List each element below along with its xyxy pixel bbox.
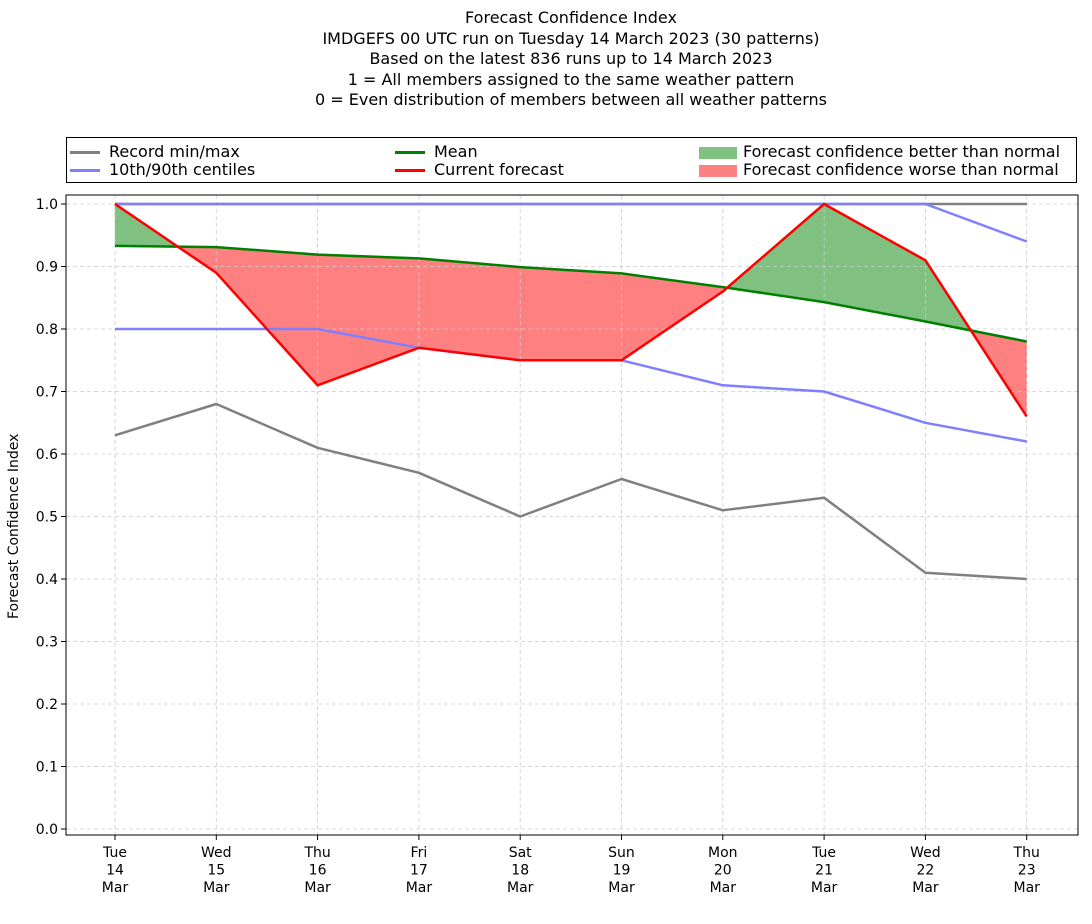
y-tick-label: 0.7 <box>36 385 58 401</box>
legend-swatch-current <box>395 169 425 172</box>
x-tick-label: Wed <box>910 845 941 861</box>
y-tick-label: 0.1 <box>36 760 58 776</box>
y-tick-label: 0.4 <box>36 572 58 588</box>
x-tick-label: Mar <box>608 880 635 896</box>
confidence-fill-segment <box>418 258 521 361</box>
legend-label-current: Current forecast <box>434 160 564 179</box>
y-axis-ticks: 0.0 0.1 0.2 0.3 0.4 0.5 0.6 0.7 0.8 0.9 1.0 <box>36 197 66 838</box>
confidence-fill-segment <box>216 246 318 386</box>
x-tick-label: Mar <box>1013 880 1040 896</box>
x-tick-label: 21 <box>815 863 833 879</box>
legend-swatch-worse <box>699 165 737 177</box>
chart-legend: Record min/max 10th/90th centiles Mean C… <box>66 137 1077 183</box>
x-tick-label: Mar <box>811 880 838 896</box>
chart-subtitle-zero: 0 = Even distribution of members between… <box>314 90 828 109</box>
confidence-fill-segment <box>726 203 825 303</box>
chart-title: Forecast Confidence Index <box>465 8 677 27</box>
chart-subtitle-run: IMDGEFS 00 UTC run on Tuesday 14 March 2… <box>322 28 820 48</box>
y-tick-label: 0.9 <box>36 260 58 276</box>
x-tick-label: Mon <box>708 845 738 861</box>
chart-subtitle-basis: Based on the latest 836 runs up to 14 Ma… <box>369 49 773 68</box>
x-tick-label: 16 <box>309 863 327 879</box>
legend-label-mean: Mean <box>434 142 478 161</box>
x-tick-label: Mar <box>912 880 939 896</box>
x-tick-label: Tue <box>811 845 836 861</box>
legend-label-centiles: 10th/90th centiles <box>109 160 256 179</box>
record-min-line <box>114 402 1027 581</box>
legend-swatch-centiles <box>70 169 100 172</box>
x-tick-label: 20 <box>714 863 732 879</box>
x-tick-label: 17 <box>410 863 428 879</box>
x-tick-label: Mar <box>507 880 534 896</box>
legend-label-record: Record min/max <box>109 142 240 161</box>
y-tick-label: 0.0 <box>36 822 58 838</box>
chart-series <box>114 202 1028 581</box>
y-tick-label: 0.2 <box>36 697 58 713</box>
x-tick-label: Mar <box>304 880 331 896</box>
legend-swatch-better <box>699 147 737 159</box>
x-tick-label: Wed <box>201 845 232 861</box>
x-tick-label: Fri <box>411 845 428 861</box>
x-tick-label: 22 <box>916 863 934 879</box>
x-tick-label: Mar <box>710 880 737 896</box>
legend-swatch-mean <box>395 151 425 154</box>
y-axis-label: Forecast Confidence Index <box>6 433 22 619</box>
confidence-fills <box>114 203 1027 418</box>
x-tick-label: Mar <box>406 880 433 896</box>
confidence-fill-segment <box>519 266 622 361</box>
legend-swatch-record <box>70 151 100 154</box>
x-tick-label: Thu <box>1013 845 1040 861</box>
legend-label-better: Forecast confidence better than normal <box>743 142 1061 161</box>
x-tick-label: Mar <box>203 880 230 896</box>
x-tick-label: 14 <box>106 863 124 879</box>
x-tick-label: 23 <box>1018 863 1036 879</box>
confidence-fill-segment <box>621 273 724 361</box>
plot-frame <box>65 194 1079 836</box>
current-forecast-line <box>114 202 1028 418</box>
y-tick-label: 0.8 <box>36 322 58 338</box>
legend-label-worse: Forecast confidence worse than normal <box>743 160 1059 179</box>
y-tick-label: 0.3 <box>36 635 58 651</box>
x-tick-label: Mar <box>102 880 129 896</box>
chart-subtitle-one: 1 = All members assigned to the same wea… <box>347 69 795 89</box>
x-axis-ticks: Tue14MarWed15MarThu16MarFri17MarSat18Mar… <box>102 835 1040 896</box>
x-tick-label: Sat <box>509 845 532 861</box>
x-tick-label: 15 <box>207 863 225 879</box>
mean-line <box>114 244 1027 343</box>
y-tick-label: 1.0 <box>36 197 58 213</box>
chart-title-block: Forecast Confidence Index IMDGEFS 00 UTC… <box>0 8 1092 111</box>
x-tick-label: 18 <box>511 863 529 879</box>
x-tick-label: Thu <box>303 845 330 861</box>
centile-90-line <box>115 202 1028 243</box>
y-tick-label: 0.5 <box>36 510 58 526</box>
x-tick-label: Sun <box>608 845 635 861</box>
x-tick-label: Tue <box>102 845 127 861</box>
x-tick-label: 19 <box>613 863 631 879</box>
y-tick-label: 0.6 <box>36 447 58 463</box>
